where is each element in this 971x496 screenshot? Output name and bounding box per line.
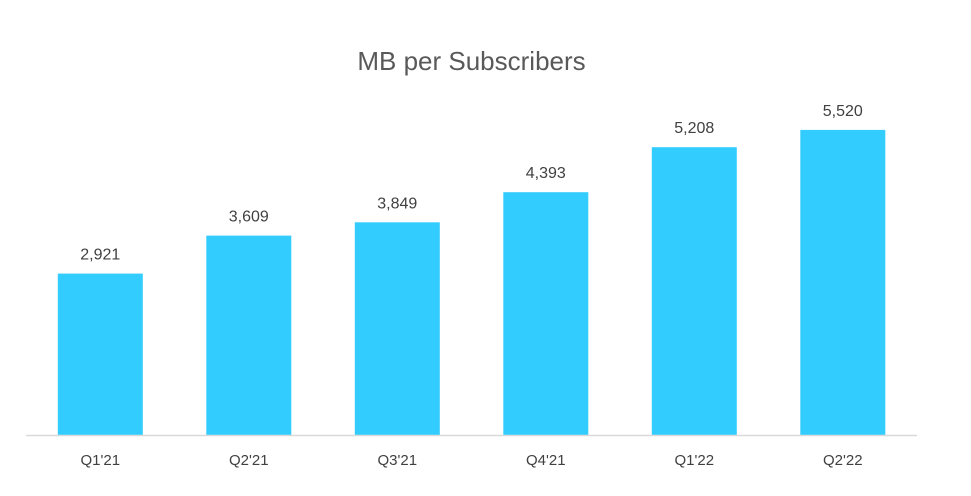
bar-3 [503, 192, 589, 435]
bar-2 [354, 222, 440, 435]
bar-5 [800, 129, 886, 435]
bar-4 [651, 147, 737, 435]
data-label-2: 3,849 [377, 195, 417, 212]
data-label-1: 3,609 [229, 209, 269, 226]
x-tick-label-5: Q2'22 [823, 452, 863, 469]
data-label-4: 5,208 [674, 120, 714, 137]
data-label-0: 2,921 [80, 247, 120, 264]
data-label-3: 4,393 [526, 165, 566, 182]
x-tick-label-1: Q2'21 [229, 452, 269, 469]
x-tick-label-0: Q1'21 [81, 452, 121, 469]
x-tick-label-2: Q3'21 [378, 452, 418, 469]
x-tick-label-3: Q4'21 [526, 452, 566, 469]
data-label-5: 5,520 [823, 103, 863, 120]
bar-0 [57, 273, 143, 435]
bar-1 [206, 235, 292, 435]
x-tick-label-4: Q1'22 [675, 452, 715, 469]
chart-title: MB per Subscribers [357, 46, 586, 76]
